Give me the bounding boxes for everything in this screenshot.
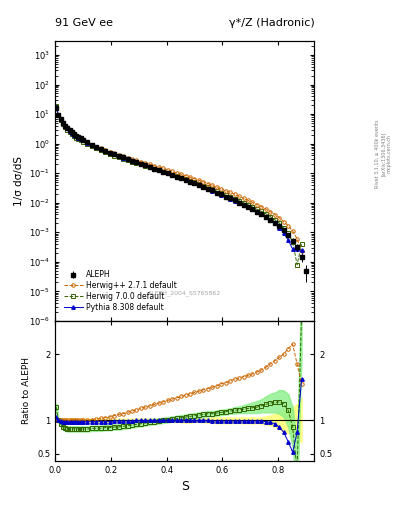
Herwig 7.0.0 default (98, 147, 103, 154)
Herwig 7.0.0 default (295, 262, 299, 268)
Y-axis label: 1/σ dσ/dS: 1/σ dσ/dS (13, 156, 24, 206)
Text: γ*/Z (Hadronic): γ*/Z (Hadronic) (229, 18, 314, 28)
Legend: ALEPH, Herwig++ 2.7.1 default, Herwig 7.0.0 default, Pythia 8.308 default: ALEPH, Herwig++ 2.7.1 default, Herwig 7.… (61, 268, 179, 314)
Herwig++ 2.7.1 default (295, 236, 299, 242)
Text: ALEPH_2004_S5765862: ALEPH_2004_S5765862 (148, 290, 221, 296)
Y-axis label: Ratio to ALEPH: Ratio to ALEPH (22, 357, 31, 424)
Pythia 8.308 default (192, 180, 197, 186)
Herwig 7.0.0 default (161, 168, 165, 175)
Text: 91 GeV ee: 91 GeV ee (55, 18, 113, 28)
Pythia 8.308 default (264, 214, 268, 220)
Herwig 7.0.0 default (54, 103, 59, 109)
Pythia 8.308 default (98, 146, 103, 152)
Pythia 8.308 default (65, 125, 70, 132)
Herwig++ 2.7.1 default (65, 125, 70, 131)
Line: Herwig++ 2.7.1 default: Herwig++ 2.7.1 default (54, 106, 303, 253)
Pythia 8.308 default (299, 247, 304, 253)
Line: Pythia 8.308 default: Pythia 8.308 default (54, 105, 303, 252)
Pythia 8.308 default (54, 104, 59, 111)
Herwig++ 2.7.1 default (264, 206, 268, 212)
Herwig++ 2.7.1 default (299, 248, 304, 254)
Herwig++ 2.7.1 default (192, 176, 197, 182)
Herwig 7.0.0 default (65, 126, 70, 133)
Pythia 8.308 default (295, 246, 299, 252)
X-axis label: S: S (181, 480, 189, 493)
Line: Herwig 7.0.0 default: Herwig 7.0.0 default (54, 104, 303, 266)
Herwig 7.0.0 default (299, 241, 304, 247)
Herwig 7.0.0 default (81, 139, 85, 145)
Herwig++ 2.7.1 default (81, 137, 85, 143)
Text: Rivet 3.1.10, ≥ 400k events
[arXiv:1306.3436]
mcplots.cern.ch: Rivet 3.1.10, ≥ 400k events [arXiv:1306.… (375, 119, 391, 188)
Herwig++ 2.7.1 default (98, 145, 103, 152)
Pythia 8.308 default (81, 137, 85, 143)
Herwig 7.0.0 default (264, 211, 268, 217)
Herwig++ 2.7.1 default (54, 105, 59, 111)
Herwig 7.0.0 default (192, 179, 197, 185)
